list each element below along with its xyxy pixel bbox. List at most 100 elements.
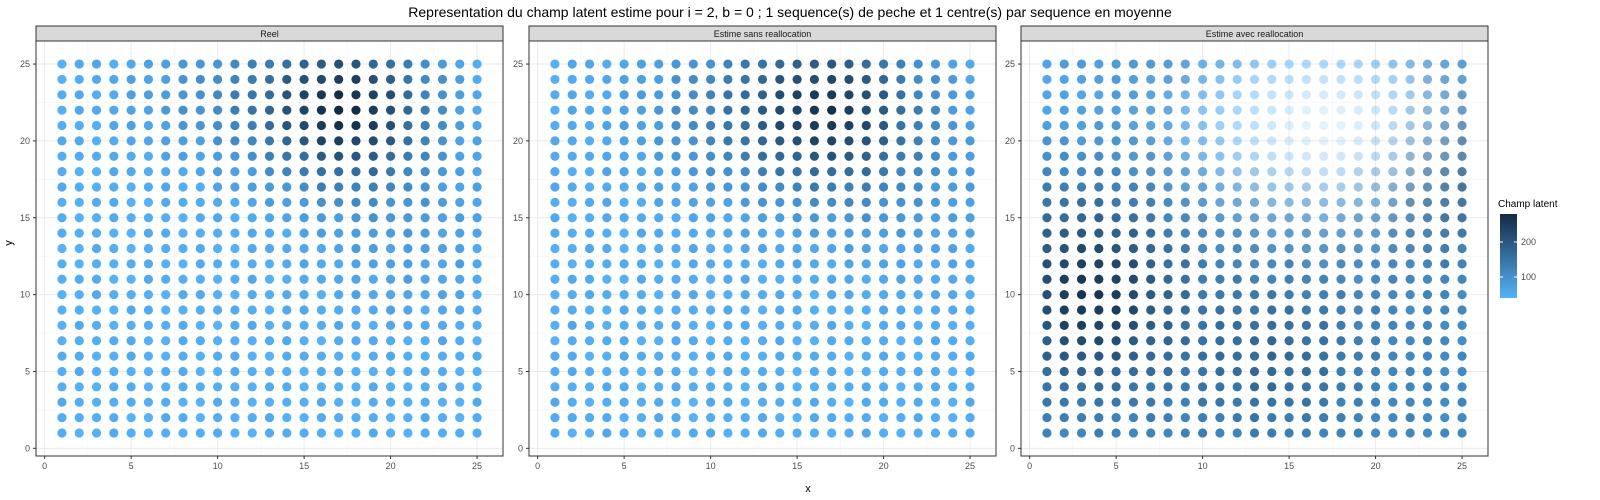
data-point [584, 259, 595, 269]
data-point [1059, 351, 1069, 361]
data-point [1198, 151, 1208, 161]
data-point [230, 305, 240, 315]
data-point [1215, 320, 1225, 330]
data-point [368, 197, 378, 207]
data-point [1111, 382, 1121, 392]
data-point [671, 182, 681, 192]
data-point [654, 197, 664, 207]
y-axis-title: y [3, 240, 15, 246]
data-point [247, 243, 257, 254]
data-point [455, 382, 465, 392]
data-point [878, 197, 889, 207]
data-point [706, 428, 716, 438]
data-point [316, 243, 326, 254]
data-point [757, 382, 768, 392]
data-point [1353, 74, 1363, 85]
data-point [930, 197, 941, 207]
data-point [1094, 259, 1104, 269]
data-point [1353, 351, 1363, 361]
data-point [437, 397, 448, 407]
data-point [792, 120, 802, 131]
data-point [1336, 382, 1346, 392]
data-point [706, 90, 716, 100]
data-point [1232, 336, 1242, 346]
data-point [688, 366, 698, 377]
data-point [896, 382, 906, 392]
data-point [143, 243, 154, 254]
data-point [1370, 259, 1381, 269]
data-point [1388, 90, 1398, 100]
data-point [619, 74, 629, 85]
data-point [230, 320, 240, 330]
data-point [1146, 397, 1156, 407]
data-point [1215, 290, 1225, 300]
data-point [351, 351, 361, 361]
data-point [334, 259, 344, 269]
data-point [827, 90, 837, 100]
data-point [550, 320, 560, 330]
data-point [1111, 167, 1121, 177]
data-point [844, 320, 854, 330]
data-point [584, 366, 595, 377]
data-point [1215, 336, 1225, 346]
data-point [861, 105, 871, 115]
x-tick-label: 15 [792, 461, 802, 471]
data-point [1076, 428, 1087, 438]
data-point [1284, 382, 1294, 392]
data-point [723, 412, 733, 423]
data-point [1232, 412, 1242, 423]
data-point [896, 182, 906, 192]
data-point [965, 74, 975, 85]
data-point [57, 274, 67, 284]
data-point [723, 305, 733, 315]
data-point [1370, 228, 1381, 238]
data-point [1232, 151, 1242, 161]
data-point [472, 274, 482, 284]
data-point [143, 182, 154, 192]
data-point [1284, 366, 1294, 377]
data-point [316, 351, 326, 361]
data-point [948, 259, 958, 269]
data-point [1180, 90, 1190, 100]
data-point [1059, 182, 1069, 192]
data-point [550, 59, 560, 69]
data-point [1353, 320, 1363, 330]
data-point [965, 105, 975, 115]
data-point [57, 305, 67, 315]
data-point [1163, 351, 1173, 361]
data-point [654, 213, 664, 223]
data-point [723, 74, 733, 85]
data-point [1094, 428, 1104, 438]
data-point [1094, 351, 1104, 361]
data-point [420, 412, 430, 423]
data-point [161, 167, 171, 177]
data-point [195, 228, 205, 238]
data-point [299, 228, 309, 238]
data-point [1284, 305, 1294, 315]
data-point [368, 412, 378, 423]
data-point [1076, 305, 1087, 315]
data-point [299, 382, 309, 392]
data-point [213, 90, 223, 100]
y-tick-label: 0 [25, 443, 30, 453]
data-point [757, 182, 768, 192]
data-point [316, 412, 326, 423]
data-point [757, 167, 768, 177]
data-point [247, 197, 257, 207]
data-point [195, 397, 205, 407]
data-point [126, 412, 136, 423]
data-point [316, 259, 326, 269]
data-point [636, 305, 647, 315]
data-point [602, 259, 612, 269]
data-point [161, 90, 171, 100]
data-point [844, 382, 854, 392]
data-point [1370, 59, 1381, 69]
y-tick-label: 25 [20, 59, 30, 69]
data-point [584, 136, 595, 146]
data-point [602, 120, 612, 131]
data-point [671, 259, 681, 269]
data-point [896, 120, 906, 131]
x-tick-label: 25 [472, 461, 482, 471]
data-point [213, 320, 223, 330]
panel-points [57, 59, 482, 438]
